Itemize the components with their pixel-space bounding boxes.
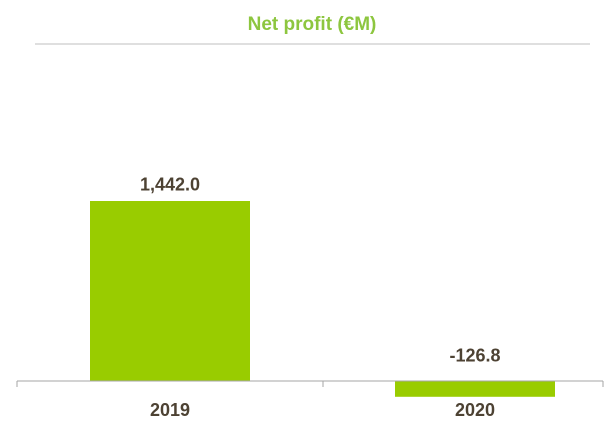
bar (395, 380, 555, 397)
x-tick-label: 2020 (455, 400, 495, 420)
value-label: 1,442.0 (140, 175, 200, 195)
x-tick-label: 2019 (150, 400, 190, 420)
plot-area (90, 200, 555, 397)
bar (90, 200, 250, 381)
chart-title: Net profit (€M) (248, 14, 377, 35)
value-label: -126.8 (449, 346, 500, 366)
